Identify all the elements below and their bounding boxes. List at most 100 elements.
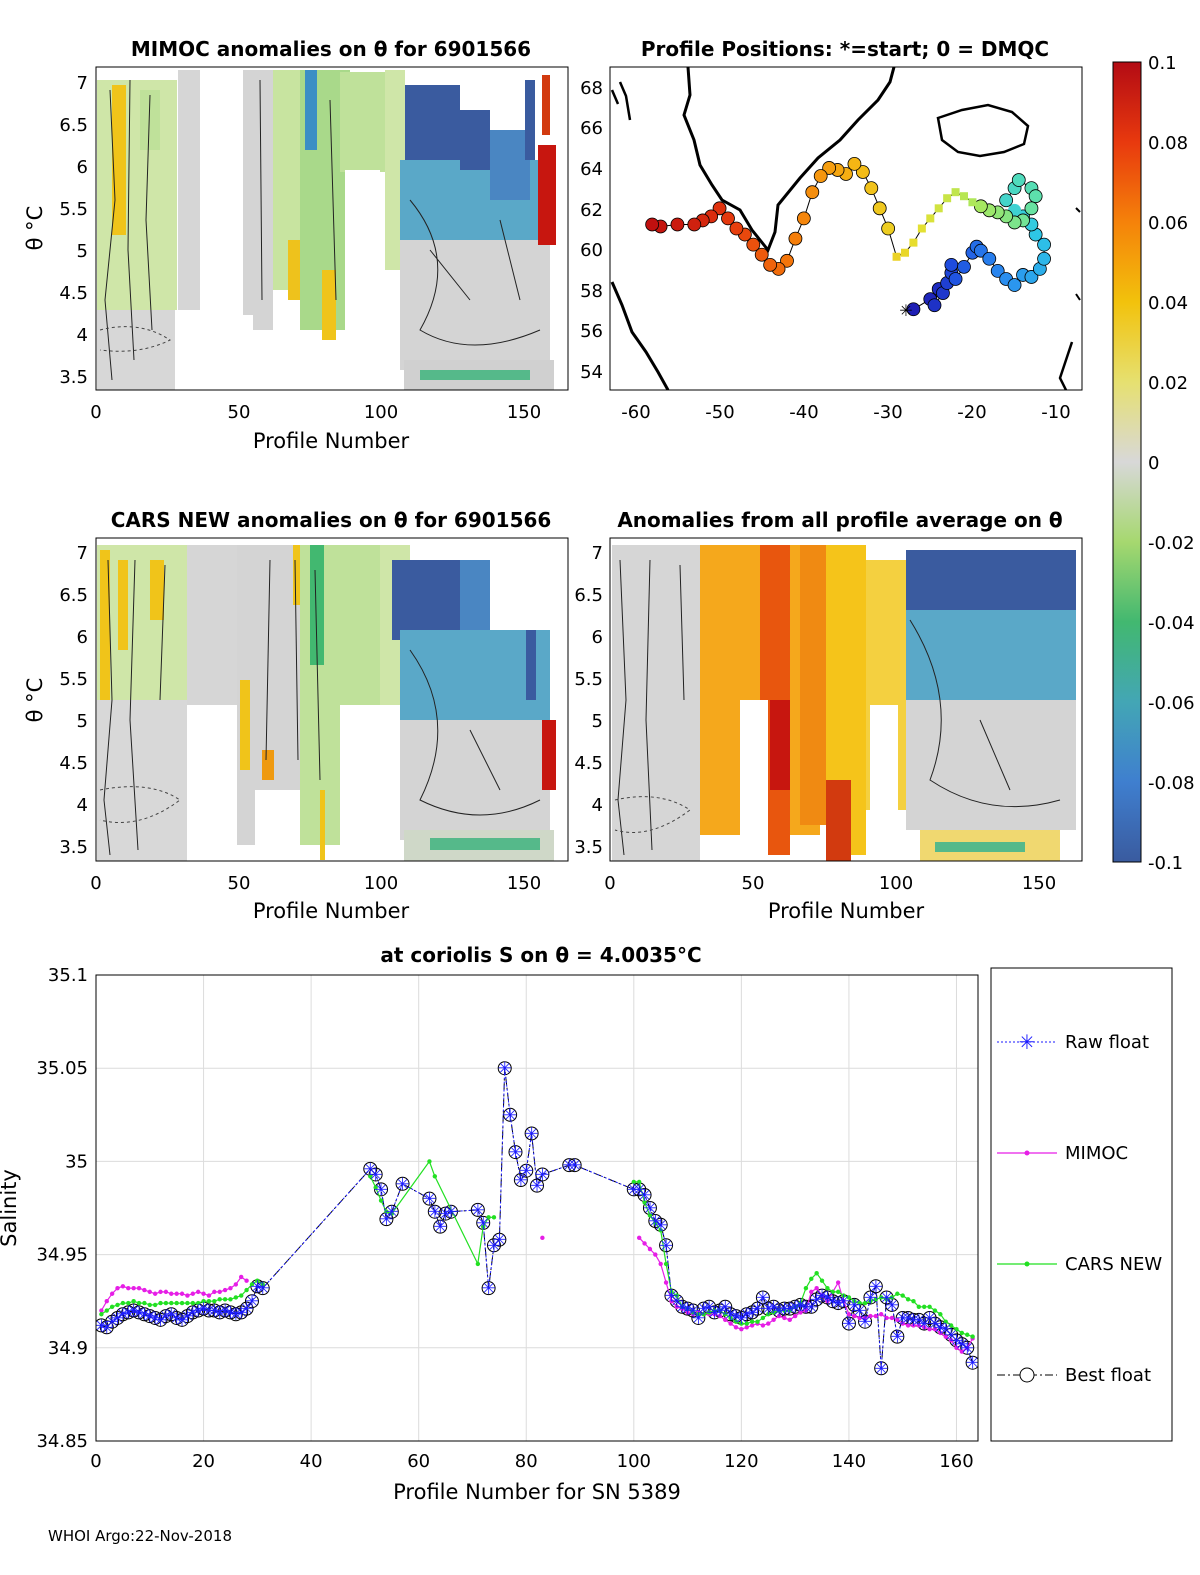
asterisk-marker-icon: ✳ <box>1019 1030 1036 1054</box>
cars-title: CARS NEW anomalies on θ for 6901566 <box>111 508 552 532</box>
data-point <box>760 1323 766 1328</box>
data-point <box>233 1295 239 1300</box>
positions-ytick: 60 <box>580 240 603 261</box>
data-point <box>663 1261 669 1267</box>
data-point <box>835 1280 841 1285</box>
data-point <box>142 1287 147 1293</box>
data-point: ✳ <box>524 1124 538 1144</box>
mimoc-panel: MIMOC anomalies on θ for 6901566 <box>23 37 569 453</box>
data-point: ✳ <box>498 1059 512 1079</box>
profile-position-marker <box>999 193 1014 208</box>
data-point <box>201 1303 216 1318</box>
data-point: ✳ <box>777 1300 791 1320</box>
cars-xtick: 50 <box>228 873 251 894</box>
data-point <box>674 1293 680 1298</box>
data-point: ✳ <box>514 1171 528 1191</box>
colorbar: 0.1 0.08 0.06 0.04 0.02 0 -0.02 -0.04 -0… <box>1112 53 1195 874</box>
data-point <box>120 1300 126 1306</box>
data-point <box>771 1317 776 1323</box>
data-point <box>481 1224 486 1229</box>
salinity-panel: at coriolis S on θ = 4.0035°C ✳✳✳✳✳✳✳✳✳✳… <box>0 943 979 1504</box>
data-point <box>228 1285 233 1291</box>
data-point <box>244 1287 249 1293</box>
cars-ytick: 4 <box>77 795 88 816</box>
data-point <box>852 1313 857 1319</box>
cars-heatmap <box>96 538 568 861</box>
data-point: ✳ <box>503 1106 517 1126</box>
positions-ytick: 58 <box>580 281 603 302</box>
data-point <box>540 1235 545 1241</box>
mimoc-xticks: 0 50 100 150 <box>90 402 541 423</box>
data-point <box>905 1297 911 1302</box>
data-point: ✳ <box>175 1311 189 1331</box>
data-point: ✳ <box>965 1354 979 1374</box>
data-point <box>959 1330 965 1336</box>
data-point <box>206 1299 212 1304</box>
colorbar-tick: 0 <box>1148 453 1159 474</box>
data-point: ✳ <box>675 1298 689 1318</box>
data-point <box>932 1308 938 1313</box>
data-point <box>927 1326 932 1332</box>
data-point <box>712 1312 717 1317</box>
data-point <box>868 1279 883 1294</box>
data-point <box>755 1319 760 1324</box>
data-point <box>798 1299 813 1314</box>
data-point: ✳ <box>670 1292 684 1312</box>
data-point <box>126 1300 131 1306</box>
colorbar-tick: -0.06 <box>1148 693 1195 714</box>
profile-position-marker <box>754 247 769 262</box>
positions-xtick: -10 <box>1041 402 1070 423</box>
data-point: ✳ <box>901 1309 915 1329</box>
data-point <box>120 1284 126 1289</box>
data-point <box>432 1174 438 1179</box>
data-point <box>137 1307 152 1322</box>
profile-position-marker <box>805 185 820 200</box>
data-point: ✳ <box>492 1231 506 1251</box>
profile-position-marker <box>796 211 811 226</box>
data-point <box>858 1314 873 1329</box>
data-point: ✳ <box>788 1298 802 1318</box>
profile-position-marker <box>1028 189 1043 204</box>
data-point <box>126 1303 141 1318</box>
data-point: ✳ <box>239 1300 253 1320</box>
data-point <box>819 1278 825 1283</box>
data-point <box>244 1294 259 1309</box>
profile-position-square <box>909 238 918 247</box>
data-point <box>954 1345 959 1351</box>
profile-position-marker <box>872 201 887 216</box>
average-ytick: 4 <box>592 795 603 816</box>
data-point <box>222 1287 228 1293</box>
salinity-xtick: 60 <box>407 1451 430 1472</box>
profile-position-marker <box>1007 278 1022 292</box>
salinity-xtick: 120 <box>724 1451 758 1472</box>
profile-position-marker <box>927 298 942 313</box>
positions-ytick: 66 <box>580 118 603 139</box>
data-point: ✳ <box>159 1307 173 1327</box>
data-point: ✳ <box>723 1305 737 1325</box>
salinity-ytick: 35.1 <box>48 965 88 986</box>
data-point <box>841 1293 846 1298</box>
salinity-ytick: 35.05 <box>36 1058 88 1079</box>
profile-position-marker <box>763 257 778 272</box>
salinity-title: at coriolis S on θ = 4.0035°C <box>380 943 701 967</box>
mimoc-ytick: 4 <box>77 325 88 346</box>
data-point <box>126 1285 131 1291</box>
data-point: ✳ <box>535 1165 549 1185</box>
data-point <box>701 1312 706 1317</box>
mimoc-ytick: 6.5 <box>59 115 88 136</box>
data-point <box>228 1297 233 1302</box>
data-point <box>938 1312 943 1317</box>
profile-position-marker <box>990 263 1005 278</box>
data-point <box>244 1278 249 1283</box>
average-ytick: 5 <box>592 711 603 732</box>
data-point <box>179 1300 185 1306</box>
data-point: ✳ <box>487 1236 501 1256</box>
data-point <box>642 1241 647 1246</box>
profile-markers <box>645 156 1051 317</box>
profile-position-marker <box>670 217 685 232</box>
data-point <box>647 1213 653 1218</box>
data-point <box>669 1289 674 1295</box>
data-point: ✳ <box>664 1287 678 1307</box>
data-point <box>739 1321 744 1326</box>
data-point <box>174 1291 179 1296</box>
